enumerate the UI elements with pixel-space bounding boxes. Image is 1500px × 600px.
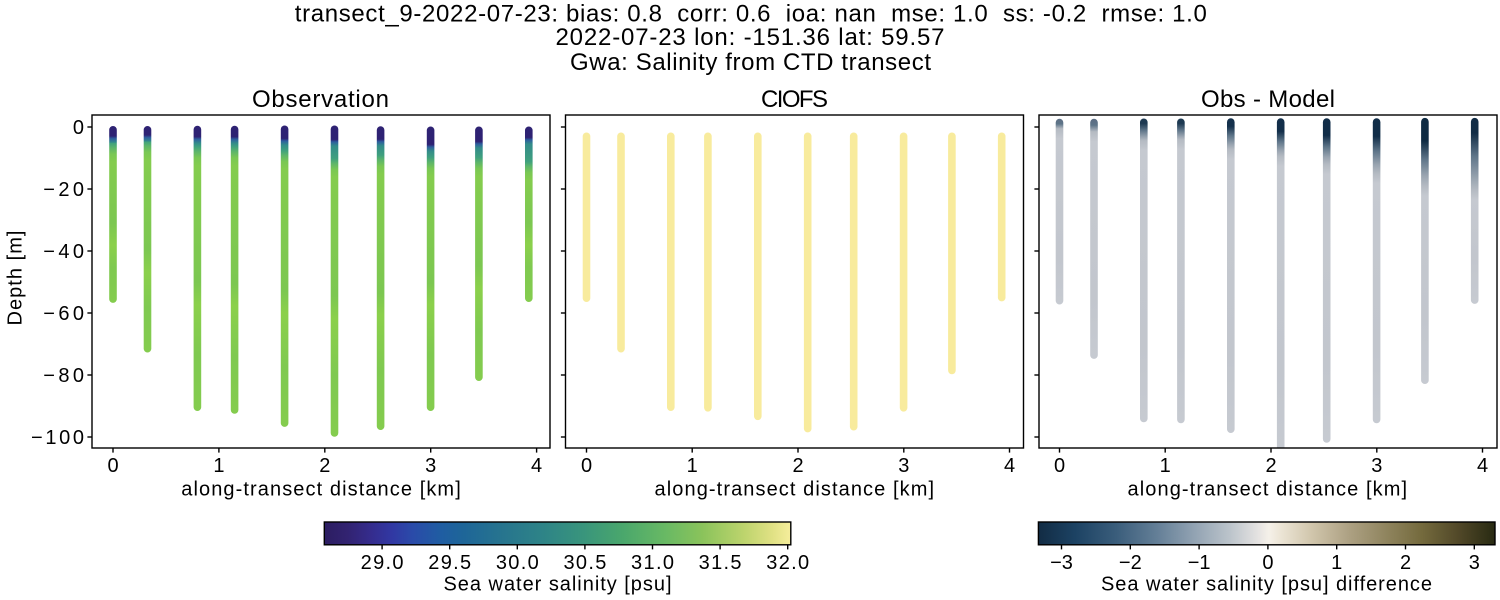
svg-text:0: 0 bbox=[581, 455, 592, 477]
svg-text:Gwa: Salinity from CTD transec: Gwa: Salinity from CTD transect bbox=[570, 49, 931, 76]
svg-text:−80: −80 bbox=[43, 365, 84, 387]
svg-text:0: 0 bbox=[1054, 455, 1065, 477]
svg-text:4: 4 bbox=[1004, 455, 1015, 477]
svg-text:Depth [m]: Depth [m] bbox=[5, 231, 27, 326]
svg-text:transect_9-2022-07-23: bias: 0: transect_9-2022-07-23: bias: 0.8 corr: 0… bbox=[295, 1, 1207, 28]
svg-text:2: 2 bbox=[1400, 552, 1411, 574]
svg-text:CIOFS: CIOFS bbox=[761, 86, 828, 113]
svg-text:Sea water salinity [psu]: Sea water salinity [psu] bbox=[444, 574, 672, 596]
svg-text:29.5: 29.5 bbox=[428, 552, 471, 574]
svg-text:−60: −60 bbox=[43, 303, 84, 325]
svg-text:−3: −3 bbox=[1050, 552, 1073, 574]
svg-text:along-transect distance [km]: along-transect distance [km] bbox=[181, 478, 461, 500]
svg-text:−40: −40 bbox=[43, 241, 84, 263]
svg-text:1: 1 bbox=[213, 455, 224, 477]
svg-text:0: 0 bbox=[73, 117, 84, 139]
svg-text:Observation: Observation bbox=[252, 86, 389, 113]
svg-text:2: 2 bbox=[792, 455, 803, 477]
svg-text:31.0: 31.0 bbox=[631, 552, 674, 574]
svg-text:30.0: 30.0 bbox=[496, 552, 539, 574]
svg-text:29.0: 29.0 bbox=[361, 552, 404, 574]
svg-text:Obs - Model: Obs - Model bbox=[1201, 86, 1335, 113]
svg-text:0: 0 bbox=[1262, 552, 1273, 574]
svg-text:−20: −20 bbox=[43, 179, 84, 201]
svg-text:3: 3 bbox=[425, 455, 436, 477]
svg-text:4: 4 bbox=[1477, 455, 1488, 477]
svg-text:2: 2 bbox=[1265, 455, 1276, 477]
svg-text:2022-07-23 lon: -151.36 lat: 5: 2022-07-23 lon: -151.36 lat: 59.57 bbox=[556, 24, 945, 51]
svg-text:32.0: 32.0 bbox=[766, 552, 809, 574]
svg-text:along-transect distance [km]: along-transect distance [km] bbox=[1128, 478, 1408, 500]
svg-text:1: 1 bbox=[1160, 455, 1171, 477]
svg-text:3: 3 bbox=[898, 455, 909, 477]
svg-text:1: 1 bbox=[687, 455, 698, 477]
svg-text:4: 4 bbox=[531, 455, 542, 477]
svg-text:3: 3 bbox=[1371, 455, 1382, 477]
svg-text:along-transect distance [km]: along-transect distance [km] bbox=[655, 478, 935, 500]
svg-text:0: 0 bbox=[107, 455, 118, 477]
svg-text:2: 2 bbox=[319, 455, 330, 477]
svg-text:3: 3 bbox=[1469, 552, 1480, 574]
svg-text:−1: −1 bbox=[1188, 552, 1211, 574]
svg-text:1: 1 bbox=[1331, 552, 1342, 574]
svg-text:31.5: 31.5 bbox=[699, 552, 742, 574]
svg-text:Sea water salinity [psu] diffe: Sea water salinity [psu] difference bbox=[1101, 574, 1432, 596]
svg-text:30.5: 30.5 bbox=[563, 552, 606, 574]
svg-text:−2: −2 bbox=[1119, 552, 1142, 574]
